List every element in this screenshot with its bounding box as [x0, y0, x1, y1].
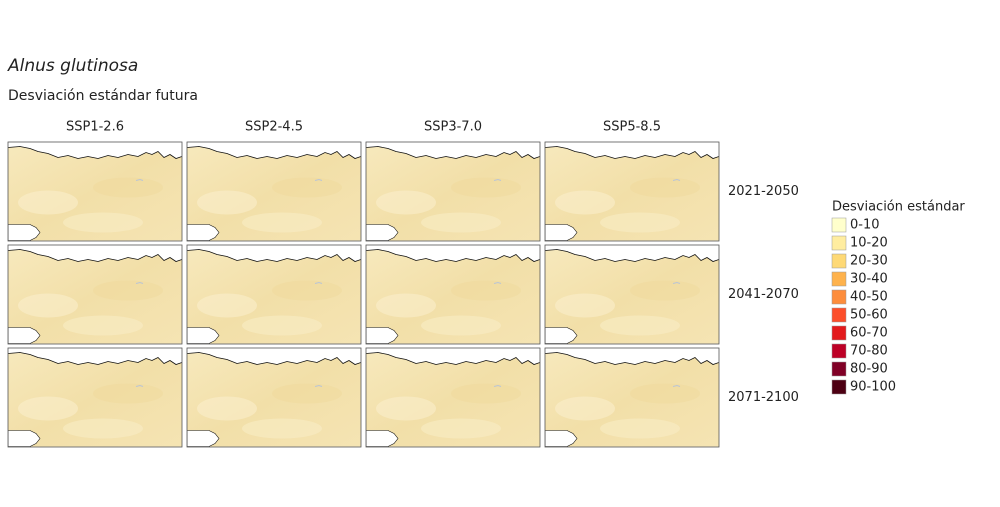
panel-border — [544, 347, 720, 448]
panel-border — [544, 141, 720, 242]
panel-border — [365, 244, 541, 345]
subtitle: Desviación estándar futura — [8, 88, 198, 104]
map-panel — [545, 142, 719, 241]
legend-label: 70-80 — [850, 344, 888, 359]
legend-swatch — [831, 271, 847, 287]
panel-border — [7, 141, 183, 242]
map-panel — [545, 245, 719, 344]
panel-border — [186, 141, 362, 242]
panel-border — [7, 347, 183, 448]
map-panel — [366, 348, 540, 447]
legend-label: 0-10 — [850, 218, 880, 233]
map-panel — [545, 348, 719, 447]
legend-swatch — [831, 325, 847, 341]
row-label: 2041-2070 — [728, 287, 799, 302]
panel-border — [186, 244, 362, 345]
legend-label: 50-60 — [850, 308, 888, 323]
legend-swatch — [831, 379, 847, 395]
map-panel — [8, 245, 182, 344]
map-panel — [8, 348, 182, 447]
title: Alnus glutinosa — [7, 56, 138, 76]
legend-label: 60-70 — [850, 326, 888, 341]
map-panel — [8, 142, 182, 241]
map-panel — [187, 348, 361, 447]
column-label: SSP3-7.0 — [424, 120, 482, 135]
legend: 0-10 10-20 20-30 30-40 40-50 50-60 60-70 70-80 8… — [831, 217, 896, 395]
panel-border — [186, 347, 362, 448]
panel-border — [365, 141, 541, 242]
legend-swatch — [831, 289, 847, 305]
map-panel — [187, 245, 361, 344]
legend-label: 20-30 — [850, 254, 888, 269]
legend-swatch — [831, 253, 847, 269]
map-panel — [366, 142, 540, 241]
panel-border — [544, 244, 720, 345]
legend-swatch — [831, 217, 847, 233]
map-panel — [187, 142, 361, 241]
legend-label: 90-100 — [850, 380, 896, 395]
panel-border — [365, 347, 541, 448]
column-label: SSP5-8.5 — [603, 120, 661, 135]
row-label: 2071-2100 — [728, 390, 799, 405]
legend-label: 80-90 — [850, 362, 888, 377]
map-panel — [366, 245, 540, 344]
column-label: SSP2-4.5 — [245, 120, 303, 135]
legend-swatch — [831, 235, 847, 251]
legend-label: 30-40 — [850, 272, 888, 287]
panels: SSP1-2.6 SSP2-4.5 SSP3-7.0 SSP5-8.5 2021-205… — [7, 120, 799, 448]
legend-label: 40-50 — [850, 290, 888, 305]
legend-swatch — [831, 307, 847, 323]
legend-title: Desviación estándar — [832, 200, 965, 215]
legend-swatch — [831, 361, 847, 377]
panel-border — [7, 244, 183, 345]
column-label: SSP1-2.6 — [66, 120, 124, 135]
legend-label: 10-20 — [850, 236, 888, 251]
row-label: 2021-2050 — [728, 184, 799, 199]
legend-swatch — [831, 343, 847, 359]
